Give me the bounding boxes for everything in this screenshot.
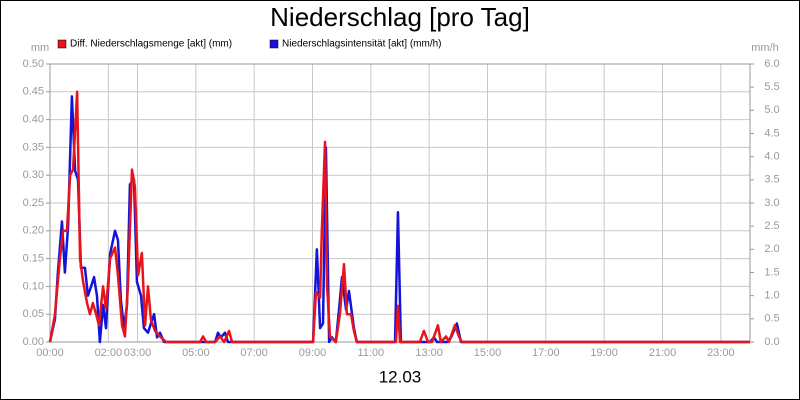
y2-tick-label: 0.5 [764,313,779,325]
y-tick-label: 0.25 [23,197,44,209]
y-tick-label: 0.15 [23,253,44,265]
y2-tick-label: 2.5 [764,220,779,232]
y2-tick-label: 4.0 [764,151,779,163]
y2-tick-label: 4.5 [764,127,779,139]
y-tick-label: 0.40 [23,114,44,126]
chart-title: Niederschlag [pro Tag] [270,2,530,32]
y2-axis-label: mm/h [751,42,779,54]
y2-tick-label: 3.0 [764,197,779,209]
y-tick-label: 0.05 [23,308,44,320]
legend-swatch [57,39,67,49]
x-tick-label: 05:00 [182,347,210,359]
x-tick-label: 03:00 [124,347,152,359]
x-tick-label: 00:00 [36,347,64,359]
y2-tick-label: 5.0 [764,104,779,116]
y-tick-label: 0.00 [23,336,44,348]
legend-label: Diff. Niederschlagsmenge [akt] (mm) [70,39,232,50]
x-tick-label: 19:00 [590,347,618,359]
y2-tick-label: 2.0 [764,243,779,255]
x-tick-label: 02:00 [95,347,123,359]
legend-swatch [269,39,279,49]
x-tick-label: 15:00 [474,347,502,359]
y-tick-label: 0.10 [23,280,44,292]
y2-tick-label: 6.0 [764,58,779,70]
x-tick-label: 17:00 [532,347,560,359]
y-tick-label: 0.35 [23,141,44,153]
legend: Diff. Niederschlagsmenge [akt] (mm) Niede… [57,39,442,50]
y2-tick-label: 1.5 [764,266,779,278]
x-tick-label: 11:00 [357,347,384,359]
y-axis-label: mm [31,42,49,54]
x-tick-label: 23:00 [707,347,735,359]
x-tick-label: 13:00 [415,347,443,359]
y-tick-label: 0.45 [23,86,44,98]
y2-tick-label: 3.5 [764,174,779,186]
y2-tick-label: 1.0 [764,290,779,302]
x-tick-label: 21:00 [649,347,677,359]
y2-tick-label: 0.0 [764,336,779,348]
x-axis-label: 12.03 [379,367,422,386]
y-tick-label: 0.50 [23,58,44,70]
y-tick-label: 0.30 [23,169,44,181]
series-line [48,90,750,344]
legend-label: Niederschlagsintensität [akt] (mm/h) [282,39,442,50]
y2-tick-label: 5.5 [764,81,779,93]
y-tick-label: 0.20 [23,225,44,237]
x-tick-label: 07:00 [240,347,268,359]
x-tick-label: 09:00 [299,347,327,359]
